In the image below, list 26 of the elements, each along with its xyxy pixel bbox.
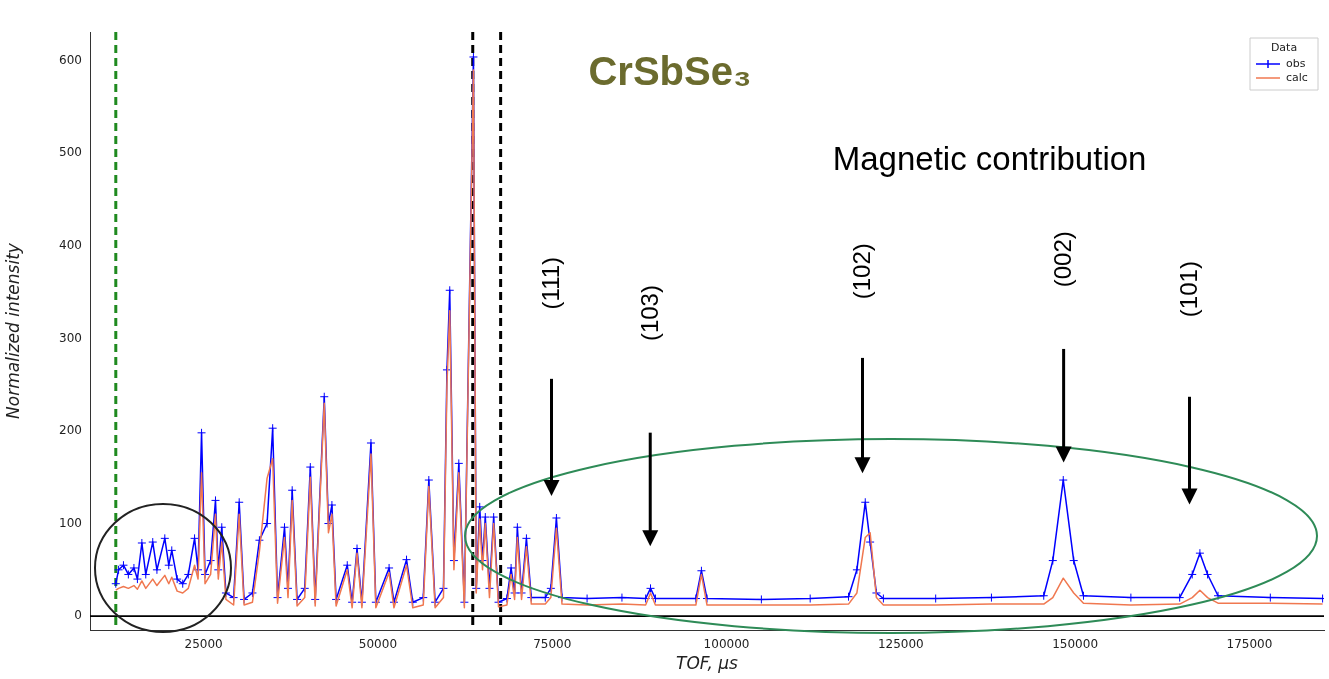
- annotation: (102): [848, 243, 876, 300]
- y-tick-label: 0: [74, 608, 82, 623]
- x-tick-label: 75000: [533, 637, 572, 652]
- y-axis-title: Normalized intensity: [2, 242, 23, 419]
- x-tick-label: 100000: [703, 637, 750, 652]
- x-axis-title: TOF, µs: [676, 653, 739, 674]
- y-tick-label: 600: [59, 52, 82, 67]
- y-tick-label: 400: [59, 237, 82, 252]
- annotation: Magnetic contribution: [832, 139, 1147, 177]
- x-tick-label: 25000: [184, 637, 223, 652]
- x-tick-label: 150000: [1052, 637, 1099, 652]
- legend-label: calc: [1286, 70, 1308, 84]
- x-tick-label: 50000: [358, 637, 398, 652]
- chart-title: CrSbSe₃: [588, 49, 752, 94]
- y-tick-label: 100: [59, 515, 82, 530]
- y-tick-label: 200: [59, 423, 82, 438]
- y-tick-label: 300: [59, 330, 82, 345]
- legend-title: Data: [1270, 40, 1298, 54]
- annotation: (111): [537, 256, 565, 310]
- annotation: (002): [1049, 231, 1077, 288]
- x-tick-label: 125000: [877, 637, 924, 652]
- legend-label: obs: [1286, 56, 1306, 70]
- x-tick-label: 175000: [1226, 637, 1273, 652]
- annotation: (103): [636, 285, 664, 342]
- y-tick-label: 500: [59, 145, 82, 160]
- annotation: (101): [1175, 261, 1203, 318]
